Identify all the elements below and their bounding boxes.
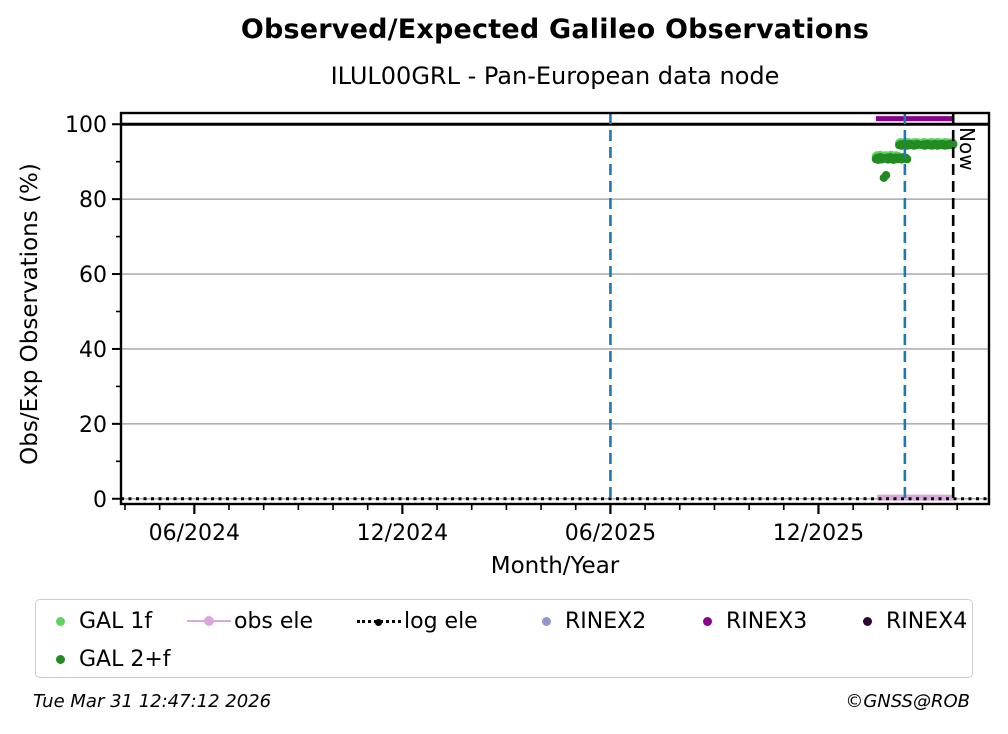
rinex3-marker-icon [703,616,712,626]
chart-title: Observed/Expected Galileo Observations [240,14,870,45]
log-ele-marker-icon [357,618,401,626]
legend-label: GAL 2+f [79,646,171,672]
plot-frame [119,111,991,506]
rinex2-marker-icon [542,616,551,626]
data-point [881,171,891,180]
legend-item-gal-1f: GAL 1f [56,606,152,636]
legend-label: obs ele [234,608,314,634]
gal-1f-marker-icon [56,616,65,626]
legend-label: RINEX4 [886,608,968,634]
y-tick-label: 0 [93,488,107,513]
data-point [949,140,958,149]
legend-label: RINEX3 [726,608,808,634]
now-annotation: Now [955,127,979,171]
x-tick-label: 12/2025 [773,521,864,546]
obs-ele-marker-icon [187,616,231,626]
footer-timestamp: Tue Mar 31 12:47:12 2026 [33,691,272,712]
gal-2f-marker-icon [56,654,65,664]
legend-item-rinex2: RINEX2 [542,606,646,636]
legend-item-rinex4: RINEX4 [863,606,967,636]
y-axis-label: Obs/Exp Observations (%) [17,163,43,465]
chart-subtitle: ILUL00GRL - Pan-European data node [330,62,780,90]
footer-credit: ©GNSS@ROB [845,691,970,712]
legend-label: log ele [404,608,478,634]
legend-item-log-ele: log ele [357,606,478,636]
y-tick-label: 60 [79,263,107,288]
log-ele-marker-dot [375,618,382,626]
legend-label: GAL 1f [79,608,153,634]
rinex4-marker-icon [863,616,872,626]
obs-ele-marker-dot [204,616,214,626]
x-tick-label: 12/2024 [357,521,448,546]
legend-item-rinex3: RINEX3 [703,606,807,636]
y-tick-label: 100 [65,113,107,138]
x-axis-label: Month/Year [490,553,620,579]
legend-item-obs-ele: obs ele [187,606,313,636]
legend-item-gal-2f: GAL 2+f [56,644,171,674]
y-tick-label: 80 [79,188,107,213]
legend: GAL 1f GAL 2+f obs ele log ele RINEX2 RI… [35,599,973,678]
y-tick-label: 20 [79,413,107,438]
x-tick-label: 06/2025 [565,521,656,546]
y-tick-label: 40 [79,338,107,363]
legend-label: RINEX2 [565,608,647,634]
series-gal-2-f [871,139,958,182]
x-tick-label: 06/2024 [149,521,240,546]
